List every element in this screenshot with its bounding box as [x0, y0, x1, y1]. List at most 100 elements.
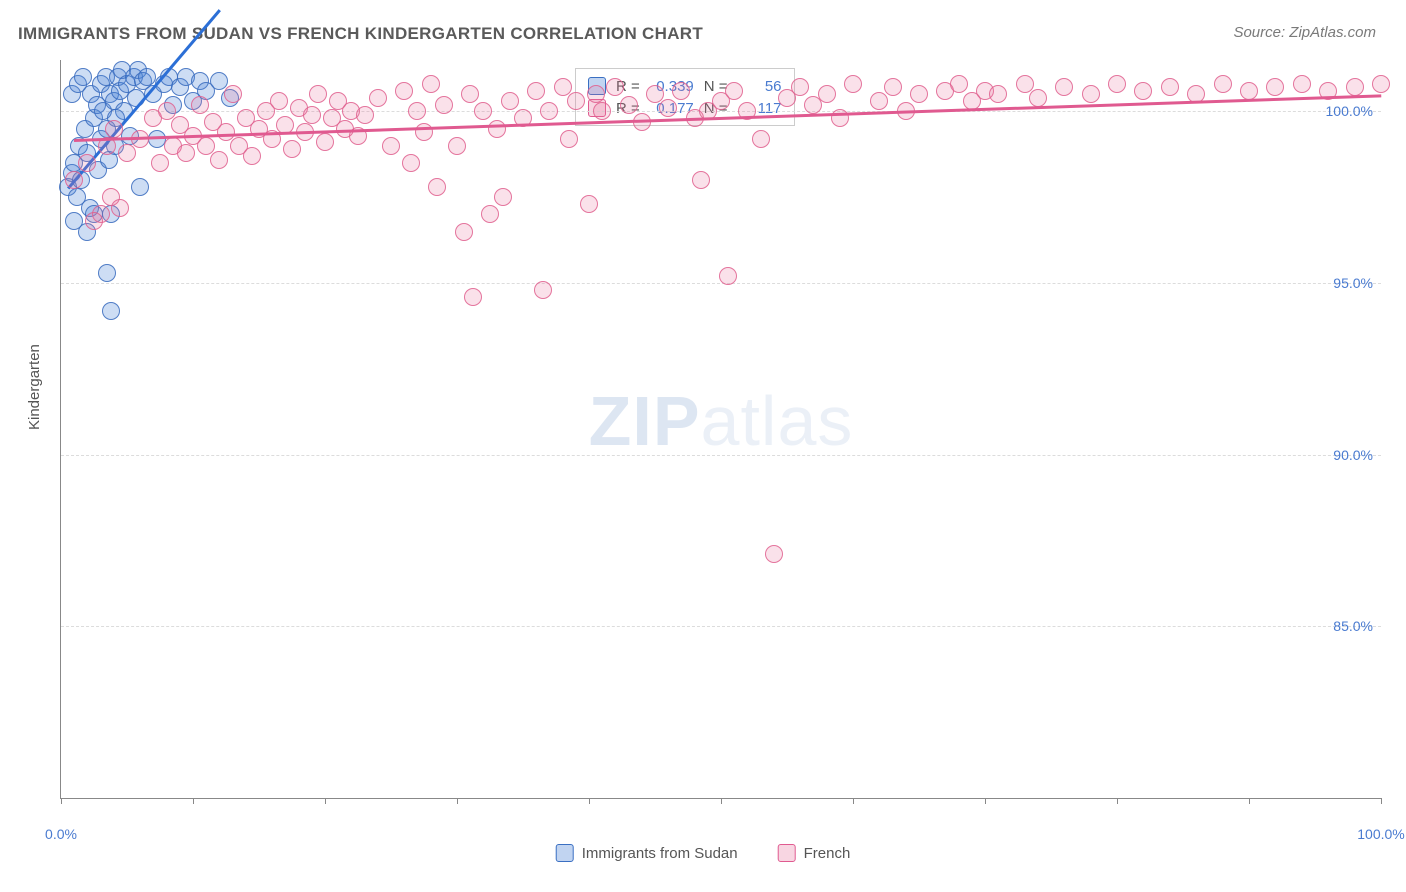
x-tick	[1249, 798, 1250, 804]
scatter-point	[464, 288, 482, 306]
y-tick-label: 85.0%	[1333, 618, 1373, 634]
scatter-point	[65, 171, 83, 189]
y-tick-label: 95.0%	[1333, 275, 1373, 291]
x-tick	[325, 798, 326, 804]
scatter-point	[752, 130, 770, 148]
scatter-point	[1134, 82, 1152, 100]
scatter-point	[402, 154, 420, 172]
scatter-point	[224, 85, 242, 103]
scatter-point	[1293, 75, 1311, 93]
y-tick-label: 100.0%	[1326, 103, 1373, 119]
scatter-point	[580, 195, 598, 213]
scatter-point	[765, 545, 783, 563]
legend-label: French	[804, 845, 851, 862]
scatter-point	[870, 92, 888, 110]
scatter-point	[844, 75, 862, 93]
legend-label: Immigrants from Sudan	[582, 845, 738, 862]
scatter-point	[527, 82, 545, 100]
scatter-point	[659, 99, 677, 117]
scatter-point	[501, 92, 519, 110]
scatter-point	[620, 96, 638, 114]
watermark: ZIPatlas	[589, 381, 854, 461]
scatter-point	[1346, 78, 1364, 96]
legend-item-sudan: Immigrants from Sudan	[556, 844, 738, 862]
scatter-point	[65, 212, 83, 230]
x-tick	[193, 798, 194, 804]
x-tick	[457, 798, 458, 804]
scatter-point	[111, 199, 129, 217]
scatter-point	[270, 92, 288, 110]
scatter-point	[102, 302, 120, 320]
scatter-point	[1266, 78, 1284, 96]
scatter-point	[1372, 75, 1390, 93]
x-tick	[589, 798, 590, 804]
scatter-point	[672, 82, 690, 100]
scatter-point	[151, 154, 169, 172]
x-tick	[1117, 798, 1118, 804]
chart-title: IMMIGRANTS FROM SUDAN VS FRENCH KINDERGA…	[18, 24, 703, 44]
scatter-point	[85, 212, 103, 230]
scatter-point	[567, 92, 585, 110]
x-tick	[985, 798, 986, 804]
scatter-point	[382, 137, 400, 155]
x-tick	[61, 798, 62, 804]
scatter-point	[309, 85, 327, 103]
scatter-point	[105, 120, 123, 138]
gridline	[61, 455, 1381, 456]
scatter-point	[98, 264, 116, 282]
scatter-point	[177, 144, 195, 162]
scatter-point	[884, 78, 902, 96]
scatter-point	[692, 171, 710, 189]
scatter-point	[606, 78, 624, 96]
scatter-point	[435, 96, 453, 114]
scatter-point	[78, 154, 96, 172]
scatter-point	[191, 96, 209, 114]
scatter-point	[316, 133, 334, 151]
scatter-point	[587, 85, 605, 103]
scatter-point	[1108, 75, 1126, 93]
legend-item-french: French	[778, 844, 851, 862]
scatter-point	[455, 223, 473, 241]
scatter-point	[369, 89, 387, 107]
scatter-point	[461, 85, 479, 103]
scatter-point	[989, 85, 1007, 103]
scatter-point	[593, 102, 611, 120]
swatch-pink-icon	[778, 844, 796, 862]
y-axis-title: Kindergarten	[26, 344, 43, 430]
scatter-point	[818, 85, 836, 103]
scatter-point	[428, 178, 446, 196]
scatter-point	[415, 123, 433, 141]
scatter-point	[534, 281, 552, 299]
chart-plot-area: ZIPatlas R = 0.339 N = 56 R = 0.177 N = …	[60, 60, 1381, 799]
scatter-point	[210, 151, 228, 169]
scatter-point	[1055, 78, 1073, 96]
scatter-point	[1161, 78, 1179, 96]
scatter-point	[474, 102, 492, 120]
watermark-light: atlas	[701, 382, 854, 460]
gridline	[61, 626, 1381, 627]
scatter-point	[1029, 89, 1047, 107]
swatch-blue-icon	[556, 844, 574, 862]
x-tick	[721, 798, 722, 804]
scatter-point	[118, 144, 136, 162]
source-attribution: Source: ZipAtlas.com	[1233, 24, 1376, 41]
scatter-point	[910, 85, 928, 103]
scatter-point	[950, 75, 968, 93]
x-tick-label: 0.0%	[45, 826, 77, 842]
scatter-point	[481, 205, 499, 223]
x-tick	[1381, 798, 1382, 804]
scatter-point	[1240, 82, 1258, 100]
scatter-point	[719, 267, 737, 285]
scatter-point	[408, 102, 426, 120]
scatter-point	[791, 78, 809, 96]
scatter-point	[283, 140, 301, 158]
n-value-sudan: 56	[738, 78, 782, 95]
x-tick-label: 100.0%	[1357, 826, 1404, 842]
scatter-point	[243, 147, 261, 165]
scatter-point	[74, 68, 92, 86]
scatter-point	[356, 106, 374, 124]
scatter-point	[540, 102, 558, 120]
bottom-legend: Immigrants from Sudan French	[556, 844, 851, 862]
scatter-point	[725, 82, 743, 100]
scatter-point	[395, 82, 413, 100]
